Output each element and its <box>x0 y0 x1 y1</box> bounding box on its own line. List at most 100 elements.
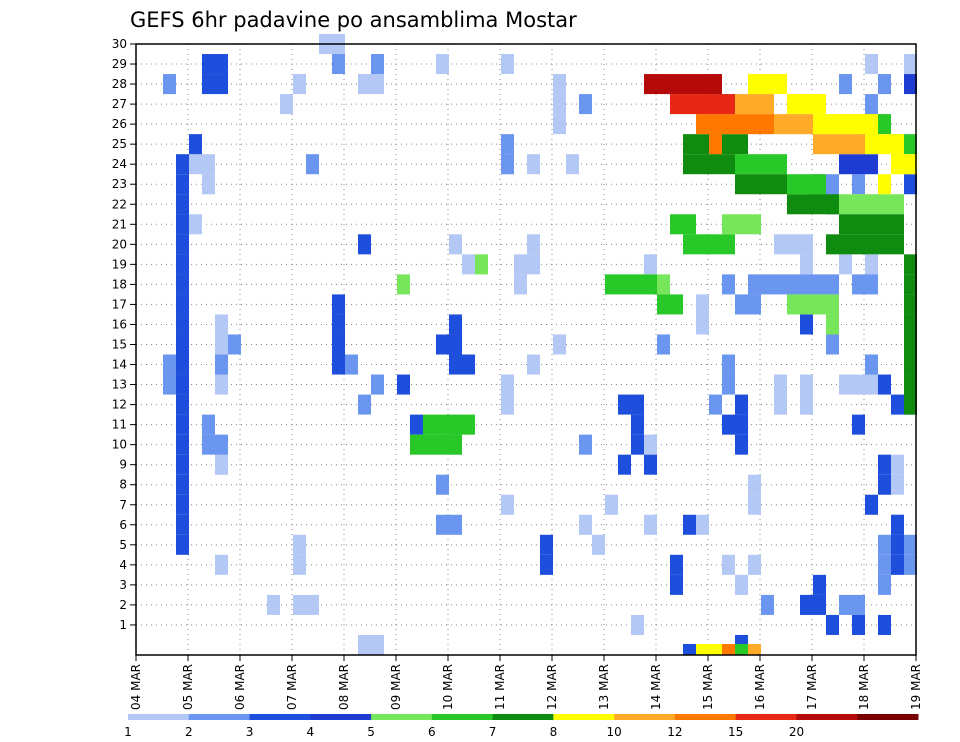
heatmap-cell <box>410 414 423 435</box>
heatmap-cell <box>865 134 878 155</box>
heatmap-cell <box>644 434 657 455</box>
heatmap-cell <box>176 154 189 175</box>
y-tick-label: 20 <box>112 237 127 251</box>
heatmap-cell <box>813 134 826 155</box>
heatmap-cell <box>202 174 215 195</box>
heatmap-cell <box>709 74 722 95</box>
y-tick-label: 29 <box>112 57 127 71</box>
heatmap-cell <box>878 534 891 555</box>
heatmap-cell <box>449 314 462 335</box>
grid <box>135 43 917 655</box>
heatmap-cell <box>215 434 228 455</box>
plot-frame <box>135 43 917 656</box>
heatmap-cell <box>852 234 865 255</box>
heatmap-cell <box>176 354 189 375</box>
heatmap-cell <box>462 254 475 275</box>
heatmap-cell <box>501 154 514 175</box>
heatmap-cell <box>839 254 852 275</box>
heatmap-cell <box>371 74 384 95</box>
heatmap-cell <box>436 474 449 495</box>
heatmap-cell <box>748 154 761 175</box>
heatmap-cell <box>176 374 189 395</box>
heatmap-cell <box>644 514 657 535</box>
y-tick-label: 8 <box>119 478 127 492</box>
heatmap-cell <box>605 274 618 295</box>
heatmap-cell <box>787 274 800 295</box>
colorbar-segment <box>492 714 554 720</box>
heatmap-cell <box>683 134 696 155</box>
heatmap-cell <box>553 74 566 95</box>
heatmap-cell <box>267 594 280 615</box>
y-tick-label: 13 <box>112 378 127 392</box>
heatmap-cell <box>332 54 345 75</box>
heatmap-cell <box>631 394 644 415</box>
heatmap-cell <box>501 54 514 75</box>
heatmap-cell <box>761 174 774 195</box>
heatmap-cell <box>878 454 891 475</box>
heatmap-cell <box>852 274 865 295</box>
heatmap-cell <box>813 274 826 295</box>
heatmap-cell <box>826 334 839 355</box>
heatmap-cell <box>696 234 709 255</box>
heatmap-cell <box>891 214 904 235</box>
heatmap-cell <box>748 294 761 315</box>
heatmap-cell <box>865 194 878 215</box>
heatmap-cell <box>878 554 891 575</box>
heatmap-cell <box>176 534 189 555</box>
x-tick-label: 17 MAR <box>805 664 819 710</box>
y-tick-label: 28 <box>112 77 127 91</box>
heatmap-cell <box>722 94 735 115</box>
heatmap-cell <box>878 614 891 635</box>
heatmap-cell <box>423 434 436 455</box>
heatmap-cell <box>215 74 228 95</box>
y-tick-label: 21 <box>112 217 127 231</box>
heatmap-cell <box>722 214 735 235</box>
heatmap-cell <box>839 114 852 135</box>
heatmap-cell <box>683 154 696 175</box>
heatmap-cell <box>657 74 670 95</box>
heatmap-cell <box>553 114 566 135</box>
heatmap-cell <box>865 94 878 115</box>
heatmap-cell <box>683 643 696 655</box>
heatmap-cell <box>670 574 683 595</box>
heatmap-cell <box>748 214 761 235</box>
heatmap-cell <box>722 354 735 375</box>
heatmap-cell <box>800 234 813 255</box>
heatmap-cell <box>176 434 189 455</box>
heatmap-cell <box>176 394 189 415</box>
y-tick-label: 16 <box>112 317 127 331</box>
heatmap-cell <box>423 414 436 435</box>
colorbar-segment <box>796 714 858 720</box>
heatmap-cell <box>904 154 917 175</box>
heatmap-cell <box>735 214 748 235</box>
y-tick-label: 24 <box>112 157 127 171</box>
heatmap-cell <box>852 134 865 155</box>
y-tick-label: 2 <box>119 598 127 612</box>
heatmap-cell <box>761 74 774 95</box>
heatmap-cell <box>176 334 189 355</box>
heatmap-cell <box>527 154 540 175</box>
heatmap-cell <box>722 414 735 435</box>
heatmap-cell <box>800 594 813 615</box>
heatmap-cell <box>891 514 904 535</box>
heatmap-cell <box>735 643 748 655</box>
heatmap-cell <box>527 254 540 275</box>
heatmap-cell <box>904 294 917 315</box>
heatmap-cell <box>839 234 852 255</box>
heatmap-cell <box>215 314 228 335</box>
heatmap-cell <box>696 154 709 175</box>
heatmap-cell <box>878 114 891 135</box>
heatmap-cell <box>501 494 514 515</box>
heatmap-cell <box>826 274 839 295</box>
x-tick-label: 13 MAR <box>597 664 611 710</box>
heatmap-cell <box>904 534 917 555</box>
heatmap-cell <box>215 554 228 575</box>
x-tick-label: 15 MAR <box>701 664 715 710</box>
heatmap-cell <box>670 74 683 95</box>
heatmap-cell <box>670 294 683 315</box>
heatmap-cell <box>215 334 228 355</box>
heatmap-cell <box>735 294 748 315</box>
colorbar-label: 1 <box>124 725 132 739</box>
heatmap-cell <box>774 174 787 195</box>
heatmap-cell <box>800 114 813 135</box>
